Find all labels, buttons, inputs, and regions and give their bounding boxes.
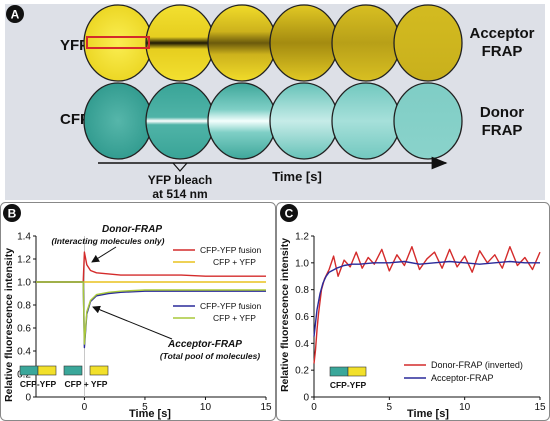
panel-c-xlabel: Time [s]	[407, 408, 449, 420]
panel-c-letter: C	[285, 207, 294, 221]
annotation-acceptor-frap-sub: (Total pool of molecules)	[160, 351, 260, 361]
x-tick-label: 10	[459, 402, 471, 413]
x-tick-label: 5	[387, 402, 393, 413]
panel-c-ylabel: Relative fluorescence intensity	[279, 238, 291, 392]
y-tick-label: 0.4	[17, 347, 31, 358]
y-tick-label: 1.0	[295, 258, 309, 269]
y-tick-label: 0	[303, 393, 309, 404]
y-tick-label: 0.6	[295, 312, 309, 323]
yfp-cell-bleach	[145, 4, 215, 82]
construct-coexp-icon	[63, 365, 109, 376]
y-tick-label: 1.0	[17, 278, 31, 289]
yfp-cell-row	[83, 4, 463, 82]
y-tick-label: 0	[25, 393, 31, 404]
construct-coexp-label: CFP + YFP	[65, 379, 108, 389]
legend-label-fusion-acceptor: CFP-YFP fusion	[200, 301, 262, 311]
legend-label-acceptor: Acceptor-FRAP	[431, 373, 494, 383]
row-label-yfp: YFP	[60, 37, 89, 54]
y-tick-label: 1.2	[17, 255, 31, 266]
y-tick-label: 1.2	[295, 232, 309, 243]
x-tick-label: 0	[82, 402, 88, 413]
panel-b-series	[36, 251, 266, 349]
right-label-donor-line1: Donor	[480, 104, 524, 121]
legend-label-coexp-acceptor: CFP + YFP	[213, 313, 256, 323]
annotation-donor-frap-sub: (Interacting molecules only)	[52, 236, 165, 246]
panel-b-xlabel: Time [s]	[129, 408, 171, 420]
yfp-cell-prebleach	[83, 4, 153, 82]
panel-a-letter-badge	[6, 5, 24, 23]
series-line-donor-frap-inverted	[313, 246, 541, 364]
y-tick-label: 0.8	[295, 285, 309, 296]
series-line-acceptor-frap	[313, 260, 540, 337]
panel-c-series	[313, 246, 541, 364]
panel-b-legend-bottom: CFP-YFP fusion CFP + YFP	[173, 301, 262, 323]
y-tick-label: 1.4	[17, 232, 31, 243]
panel-c-construct-label: CFP-YFP	[330, 380, 367, 390]
panel-c-chart: C Relative fluorescence intensity Time […	[276, 202, 550, 421]
y-tick-label: 0.8	[17, 301, 31, 312]
bleach-tick	[172, 162, 188, 172]
yfp-cell-t5	[331, 4, 401, 82]
cfp-cell-t5	[331, 82, 401, 160]
right-label-acceptor-line2: FRAP	[482, 43, 523, 60]
panel-a-letter: A	[11, 8, 20, 22]
cfp-cell-t3	[207, 82, 277, 160]
yfp-cell-t6	[393, 4, 463, 82]
panel-b-letter-badge	[3, 204, 21, 222]
panel-c-axes: 0 5 10 15 0 0.2 0.4 0.6 0.8 1.0 1.2	[295, 232, 546, 414]
annotation-donor-arrow	[91, 246, 117, 263]
annotation-acceptor-arrow	[92, 305, 173, 340]
legend-label-coexp-donor: CFP + YFP	[213, 257, 256, 267]
panel-c-legend: Donor-FRAP (inverted) Acceptor-FRAP	[404, 360, 523, 383]
panel-b-chart: B Relative fluorescence intensity Time […	[0, 202, 276, 421]
panel-b-ylabel: Relative fluorescence intensity	[3, 248, 15, 402]
x-tick-label: 0	[311, 402, 317, 413]
annotation-donor-frap: Donor-FRAP	[102, 224, 162, 235]
cfp-cell-prebleach	[83, 82, 153, 160]
bleach-label-line1: YFP bleach	[148, 173, 212, 187]
yfp-cell-t3	[207, 4, 277, 82]
time-axis-label: Time [s]	[272, 169, 322, 184]
panel-c-letter-badge	[280, 204, 298, 222]
legend-label-fusion-donor: CFP-YFP fusion	[200, 245, 262, 255]
row-label-cfp: CFP	[60, 111, 90, 128]
right-label-acceptor-line1: Acceptor	[469, 25, 534, 42]
right-label-donor-line2: FRAP	[482, 122, 523, 139]
panel-a-diagram: A YFP CFP Acceptor FRAP Donor FRAP Time …	[5, 4, 545, 200]
x-tick-label: 5	[142, 402, 148, 413]
panel-b-legend-top: CFP-YFP fusion CFP + YFP	[173, 245, 262, 267]
panel-b-letter: B	[8, 207, 17, 221]
bleach-region-box	[86, 36, 150, 49]
bleach-label-line2: at 514 nm	[152, 187, 207, 200]
cfp-cell-t4	[269, 82, 339, 160]
cfp-cell-row	[83, 82, 463, 160]
series-line-acceptor-frap-cfp-yfp	[36, 281, 266, 345]
cfp-cell-t6	[393, 82, 463, 160]
cfp-cell-bleach	[145, 82, 215, 160]
x-tick-label: 15	[534, 402, 546, 413]
construct-fusion-label: CFP-YFP	[20, 379, 57, 389]
y-tick-label: 0.2	[295, 366, 309, 377]
yfp-cell-t4	[269, 4, 339, 82]
annotation-acceptor-frap: Acceptor-FRAP	[167, 339, 242, 350]
construct-fusion-icon	[19, 365, 57, 376]
legend-label-donor-inverted: Donor-FRAP (inverted)	[431, 360, 523, 370]
y-tick-label: 0.4	[295, 339, 309, 350]
y-tick-label: 0.6	[17, 324, 31, 335]
series-line-donor-frap-cfp-yfp-fusion	[36, 251, 266, 283]
x-tick-label: 15	[260, 402, 272, 413]
panel-c-construct-icon	[329, 366, 367, 377]
x-tick-label: 10	[200, 402, 212, 413]
